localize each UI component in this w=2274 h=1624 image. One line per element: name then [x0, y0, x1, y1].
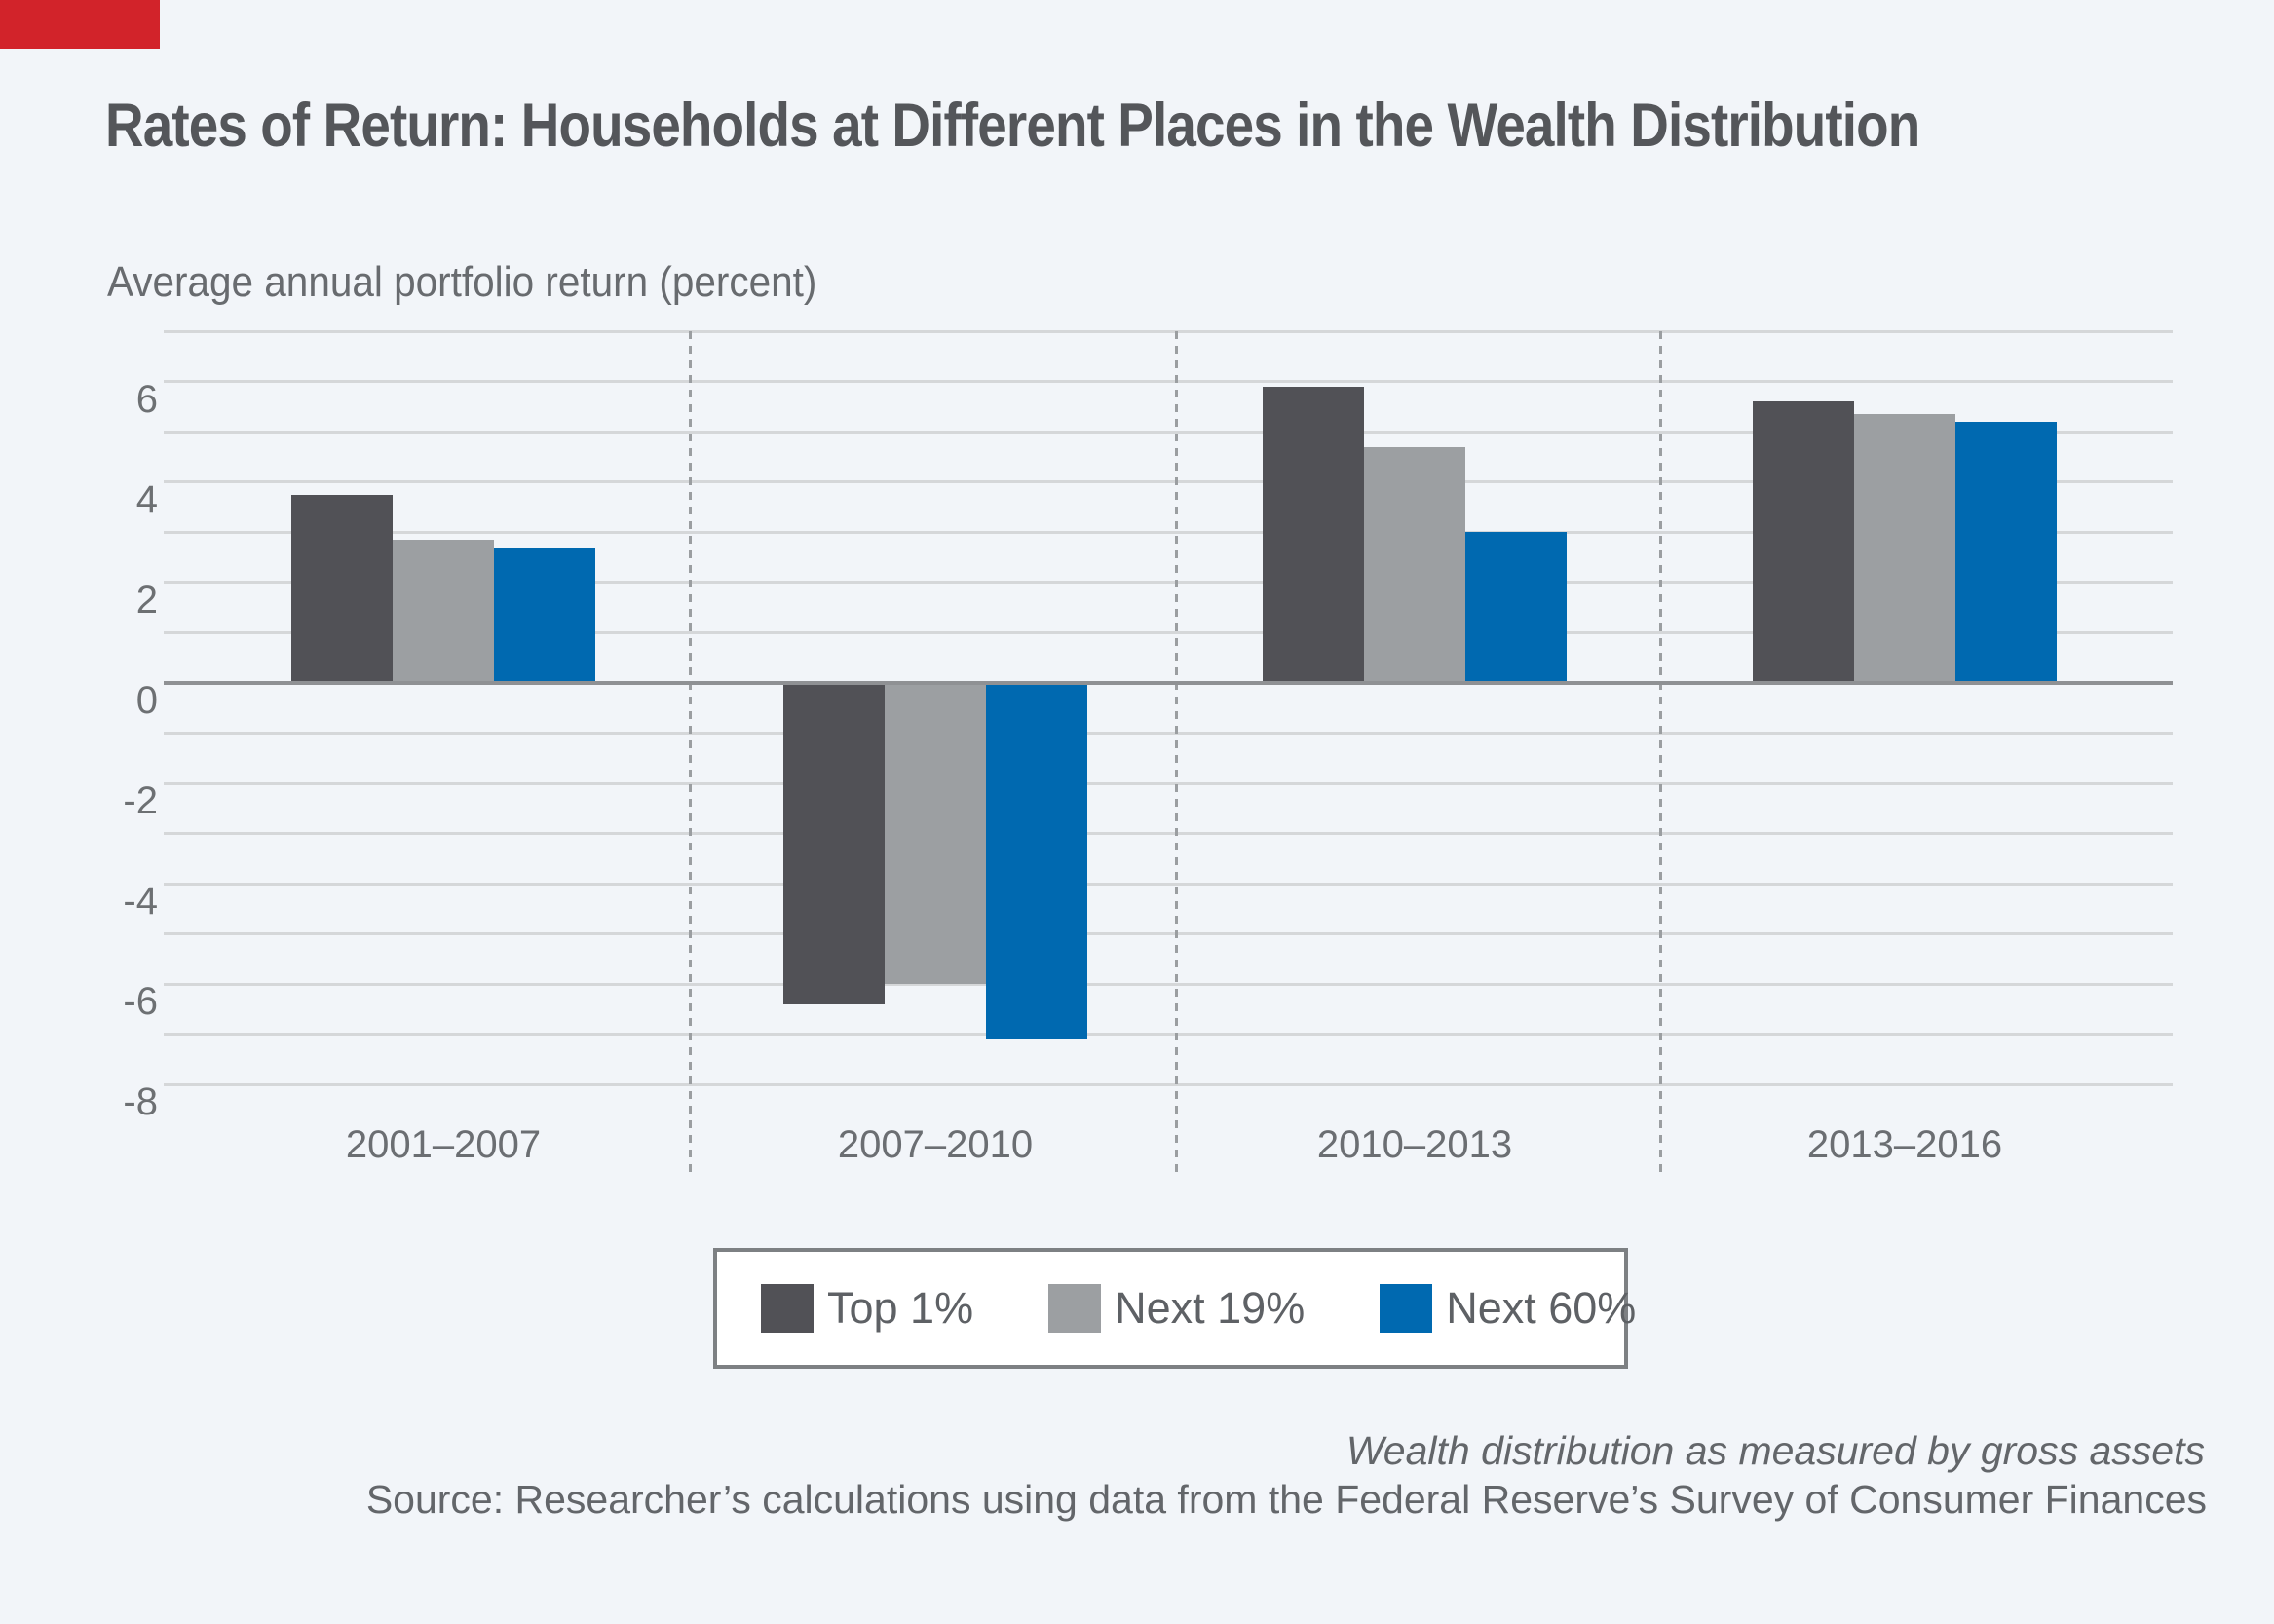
- gridline--5: [164, 932, 2173, 935]
- bar-top-1-2007-2010: [783, 683, 885, 1004]
- gridline-3: [164, 531, 2173, 534]
- group-separator-3: [1659, 331, 1662, 1177]
- legend-swatch-top-1pct: [761, 1284, 814, 1333]
- bar-top-1-2013-2016: [1753, 401, 1854, 683]
- footnote: Wealth distribution as measured by gross…: [1345, 1428, 2205, 1473]
- gridline--8: [164, 1083, 2173, 1086]
- bar-next-60-2013-2016: [1955, 422, 2057, 683]
- x-category-label-2007-2010: 2007–2010: [837, 1123, 1034, 1166]
- bar-next-60-2007-2010: [986, 683, 1087, 1039]
- gridline-4: [164, 480, 2173, 483]
- x-category-label-2010-2013: 2010–2013: [1316, 1123, 1513, 1166]
- y-tick-label-4: 4: [135, 478, 158, 521]
- legend-label-top-1pct: Top 1%: [827, 1283, 974, 1333]
- brand-accent-bar: [0, 0, 160, 49]
- gridline-7: [164, 330, 2173, 333]
- bar-top-1-2001-2007: [291, 494, 393, 683]
- y-tick-label--6: -6: [123, 980, 158, 1023]
- gridline--2: [164, 782, 2173, 785]
- x-category-label-2001-2007: 2001–2007: [345, 1123, 542, 1166]
- bar-next-60-2001-2007: [494, 547, 595, 683]
- y-tick-label--2: -2: [123, 779, 158, 822]
- gridline-1: [164, 631, 2173, 634]
- y-axis-title: Average annual portfolio return (percent…: [107, 258, 817, 306]
- bar-top-1-2010-2013: [1263, 386, 1364, 683]
- bar-next-19-2007-2010: [885, 683, 986, 985]
- y-tick-label-6: 6: [135, 378, 158, 421]
- legend-swatch-next-60pct: [1380, 1284, 1433, 1333]
- gridline--7: [164, 1033, 2173, 1036]
- gridline-2: [164, 581, 2173, 584]
- y-tick-label--8: -8: [123, 1080, 158, 1123]
- gridline-5: [164, 431, 2173, 434]
- legend-label-next-60pct: Next 60%: [1446, 1283, 1637, 1333]
- group-separator-1: [689, 331, 692, 1177]
- legend-item-next-19pct: Next 19%: [1048, 1283, 1305, 1334]
- bar-next-19-2010-2013: [1364, 446, 1465, 683]
- group-separator-2: [1175, 331, 1178, 1177]
- zero-axis-line: [164, 681, 2173, 685]
- y-tick-label--4: -4: [123, 880, 158, 923]
- gridline--1: [164, 732, 2173, 735]
- legend-item-top-1pct: Top 1%: [761, 1283, 973, 1334]
- gridline--3: [164, 832, 2173, 835]
- bar-next-19-2001-2007: [393, 540, 494, 683]
- x-category-label-2013-2016: 2013–2016: [1806, 1123, 2003, 1166]
- legend-item-next-60pct: Next 60%: [1380, 1283, 1636, 1334]
- gridline--6: [164, 983, 2173, 986]
- legend-swatch-next-19pct: [1048, 1284, 1102, 1333]
- legend: Top 1% Next 19% Next 60%: [713, 1248, 1636, 1369]
- gridline--4: [164, 883, 2173, 886]
- bar-next-60-2010-2013: [1465, 532, 1567, 683]
- chart-title: Rates of Return: Households at Different…: [105, 92, 1920, 160]
- gridline-6: [164, 380, 2173, 383]
- source-line: Source: Researcher’s calculations using …: [365, 1477, 2207, 1522]
- y-tick-label-2: 2: [135, 579, 158, 622]
- y-tick-label-0: 0: [135, 679, 158, 722]
- legend-label-next-19pct: Next 19%: [1115, 1283, 1306, 1333]
- bar-next-19-2013-2016: [1854, 414, 1955, 683]
